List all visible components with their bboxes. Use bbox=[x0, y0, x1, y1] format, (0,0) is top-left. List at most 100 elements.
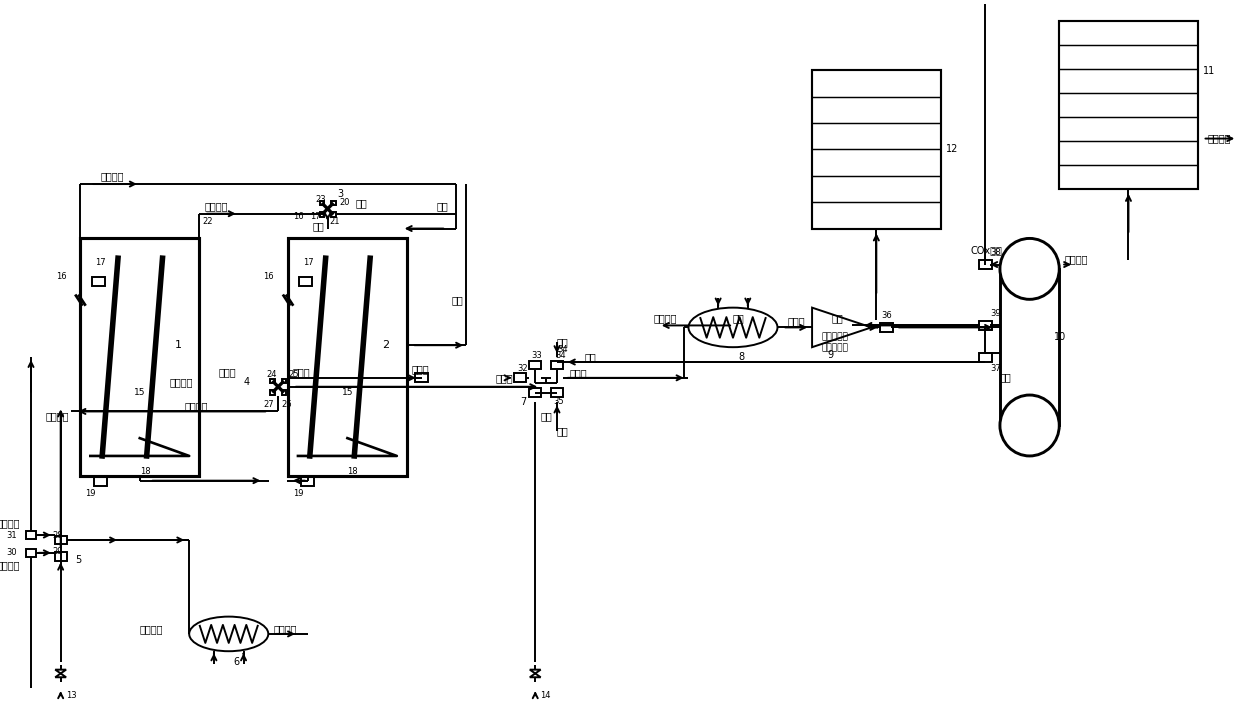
Text: 16: 16 bbox=[263, 272, 274, 281]
Text: 贫氧气体: 贫氧气体 bbox=[140, 624, 164, 634]
Text: 丙烯: 丙烯 bbox=[733, 313, 745, 324]
Text: 3: 3 bbox=[337, 189, 343, 199]
Text: 14: 14 bbox=[541, 691, 551, 699]
Text: 混合气: 混合气 bbox=[787, 316, 805, 326]
Text: 12: 12 bbox=[946, 145, 959, 154]
Text: 丙烷: 丙烷 bbox=[557, 426, 569, 436]
Text: 37: 37 bbox=[990, 364, 1001, 374]
Text: 16: 16 bbox=[56, 272, 67, 281]
Text: 33: 33 bbox=[531, 350, 542, 360]
Text: 混合气: 混合气 bbox=[412, 364, 429, 374]
Text: 20: 20 bbox=[340, 198, 350, 207]
Text: 15: 15 bbox=[134, 388, 145, 397]
Bar bbox=[529, 388, 541, 397]
Text: 29: 29 bbox=[53, 547, 63, 556]
Bar bbox=[529, 361, 541, 369]
Text: 丙烷: 丙烷 bbox=[451, 294, 463, 305]
Text: 4: 4 bbox=[243, 377, 249, 387]
Text: 丙烯: 丙烯 bbox=[832, 313, 843, 324]
Bar bbox=[978, 353, 992, 361]
Bar bbox=[320, 201, 324, 205]
Text: 15: 15 bbox=[341, 388, 353, 397]
Text: 9: 9 bbox=[827, 350, 833, 360]
Text: 5: 5 bbox=[76, 555, 82, 565]
Bar bbox=[26, 531, 36, 539]
Text: 7: 7 bbox=[521, 396, 527, 406]
Bar bbox=[551, 388, 563, 397]
Text: 贫氧气体: 贫氧气体 bbox=[46, 411, 69, 422]
Bar bbox=[55, 553, 67, 561]
Text: 36: 36 bbox=[882, 311, 892, 320]
Text: 含氧气体: 含氧气体 bbox=[100, 171, 124, 181]
Bar bbox=[415, 374, 428, 382]
Text: COx气体: COx气体 bbox=[970, 245, 1002, 254]
Ellipse shape bbox=[999, 395, 1059, 456]
Bar bbox=[515, 374, 526, 382]
Text: 27: 27 bbox=[263, 400, 274, 409]
Bar bbox=[301, 477, 314, 486]
Bar bbox=[812, 71, 941, 228]
Ellipse shape bbox=[999, 238, 1059, 300]
Bar bbox=[320, 212, 324, 217]
Text: 丙烷: 丙烷 bbox=[541, 411, 552, 422]
Text: 贫氧气体: 贫氧气体 bbox=[170, 377, 193, 387]
Text: 混合气: 混合气 bbox=[496, 373, 513, 383]
Bar bbox=[331, 201, 336, 205]
Bar bbox=[978, 321, 992, 330]
Text: 18: 18 bbox=[347, 467, 358, 476]
Text: 丙烷: 丙烷 bbox=[312, 222, 325, 232]
Text: 8: 8 bbox=[738, 352, 744, 362]
Text: 11: 11 bbox=[1203, 66, 1215, 76]
Text: 19: 19 bbox=[86, 489, 95, 498]
Bar bbox=[81, 238, 200, 475]
Text: 38: 38 bbox=[990, 248, 1001, 257]
Bar bbox=[26, 549, 36, 557]
Text: 混合气: 混合气 bbox=[570, 368, 588, 378]
Text: 16: 16 bbox=[293, 212, 304, 221]
Bar bbox=[299, 277, 312, 286]
Bar bbox=[880, 323, 893, 332]
Text: 17: 17 bbox=[310, 212, 320, 221]
Text: 1: 1 bbox=[175, 340, 181, 350]
Text: 化工合成: 化工合成 bbox=[653, 313, 677, 324]
Text: 17: 17 bbox=[303, 257, 314, 267]
Bar bbox=[281, 379, 286, 383]
Text: 丙烷: 丙烷 bbox=[436, 201, 448, 211]
Text: 24: 24 bbox=[267, 370, 277, 379]
Text: 丙烷: 丙烷 bbox=[557, 337, 569, 348]
Bar bbox=[281, 390, 286, 395]
Text: 丙烷: 丙烷 bbox=[356, 198, 367, 208]
Text: 贫氧气体: 贫氧气体 bbox=[185, 401, 208, 411]
Bar bbox=[999, 269, 1059, 425]
Text: 脱除水蒸气
后的混合气: 脱除水蒸气 后的混合气 bbox=[822, 332, 849, 352]
Text: 13: 13 bbox=[66, 691, 76, 699]
Text: 26: 26 bbox=[281, 400, 291, 409]
Text: 贫氧气体: 贫氧气体 bbox=[273, 624, 296, 634]
Text: 混合气: 混合气 bbox=[293, 367, 311, 377]
Text: 39: 39 bbox=[990, 309, 1001, 318]
Text: 含氧气体: 含氧气体 bbox=[205, 201, 227, 211]
Text: 25: 25 bbox=[288, 370, 299, 379]
Text: 混合气: 混合气 bbox=[218, 367, 237, 377]
Text: 化工合成: 化工合成 bbox=[1064, 254, 1087, 265]
Bar bbox=[55, 536, 67, 545]
Text: 35: 35 bbox=[553, 397, 564, 406]
Text: 34: 34 bbox=[556, 350, 565, 360]
Text: 化工合成: 化工合成 bbox=[1208, 134, 1231, 143]
Text: 21: 21 bbox=[330, 217, 340, 226]
Bar bbox=[1059, 21, 1198, 189]
Bar bbox=[92, 277, 104, 286]
Bar bbox=[270, 390, 274, 395]
Bar bbox=[978, 260, 992, 269]
Text: 18: 18 bbox=[140, 467, 150, 476]
Text: 34: 34 bbox=[557, 345, 568, 353]
Text: 19: 19 bbox=[293, 489, 304, 498]
Text: 6: 6 bbox=[233, 656, 239, 667]
Text: 17: 17 bbox=[95, 257, 105, 267]
Text: 23: 23 bbox=[316, 196, 326, 204]
Text: 32: 32 bbox=[517, 364, 528, 374]
Bar bbox=[331, 212, 336, 217]
Bar bbox=[94, 477, 107, 486]
Bar bbox=[288, 238, 407, 475]
Bar bbox=[270, 379, 274, 383]
